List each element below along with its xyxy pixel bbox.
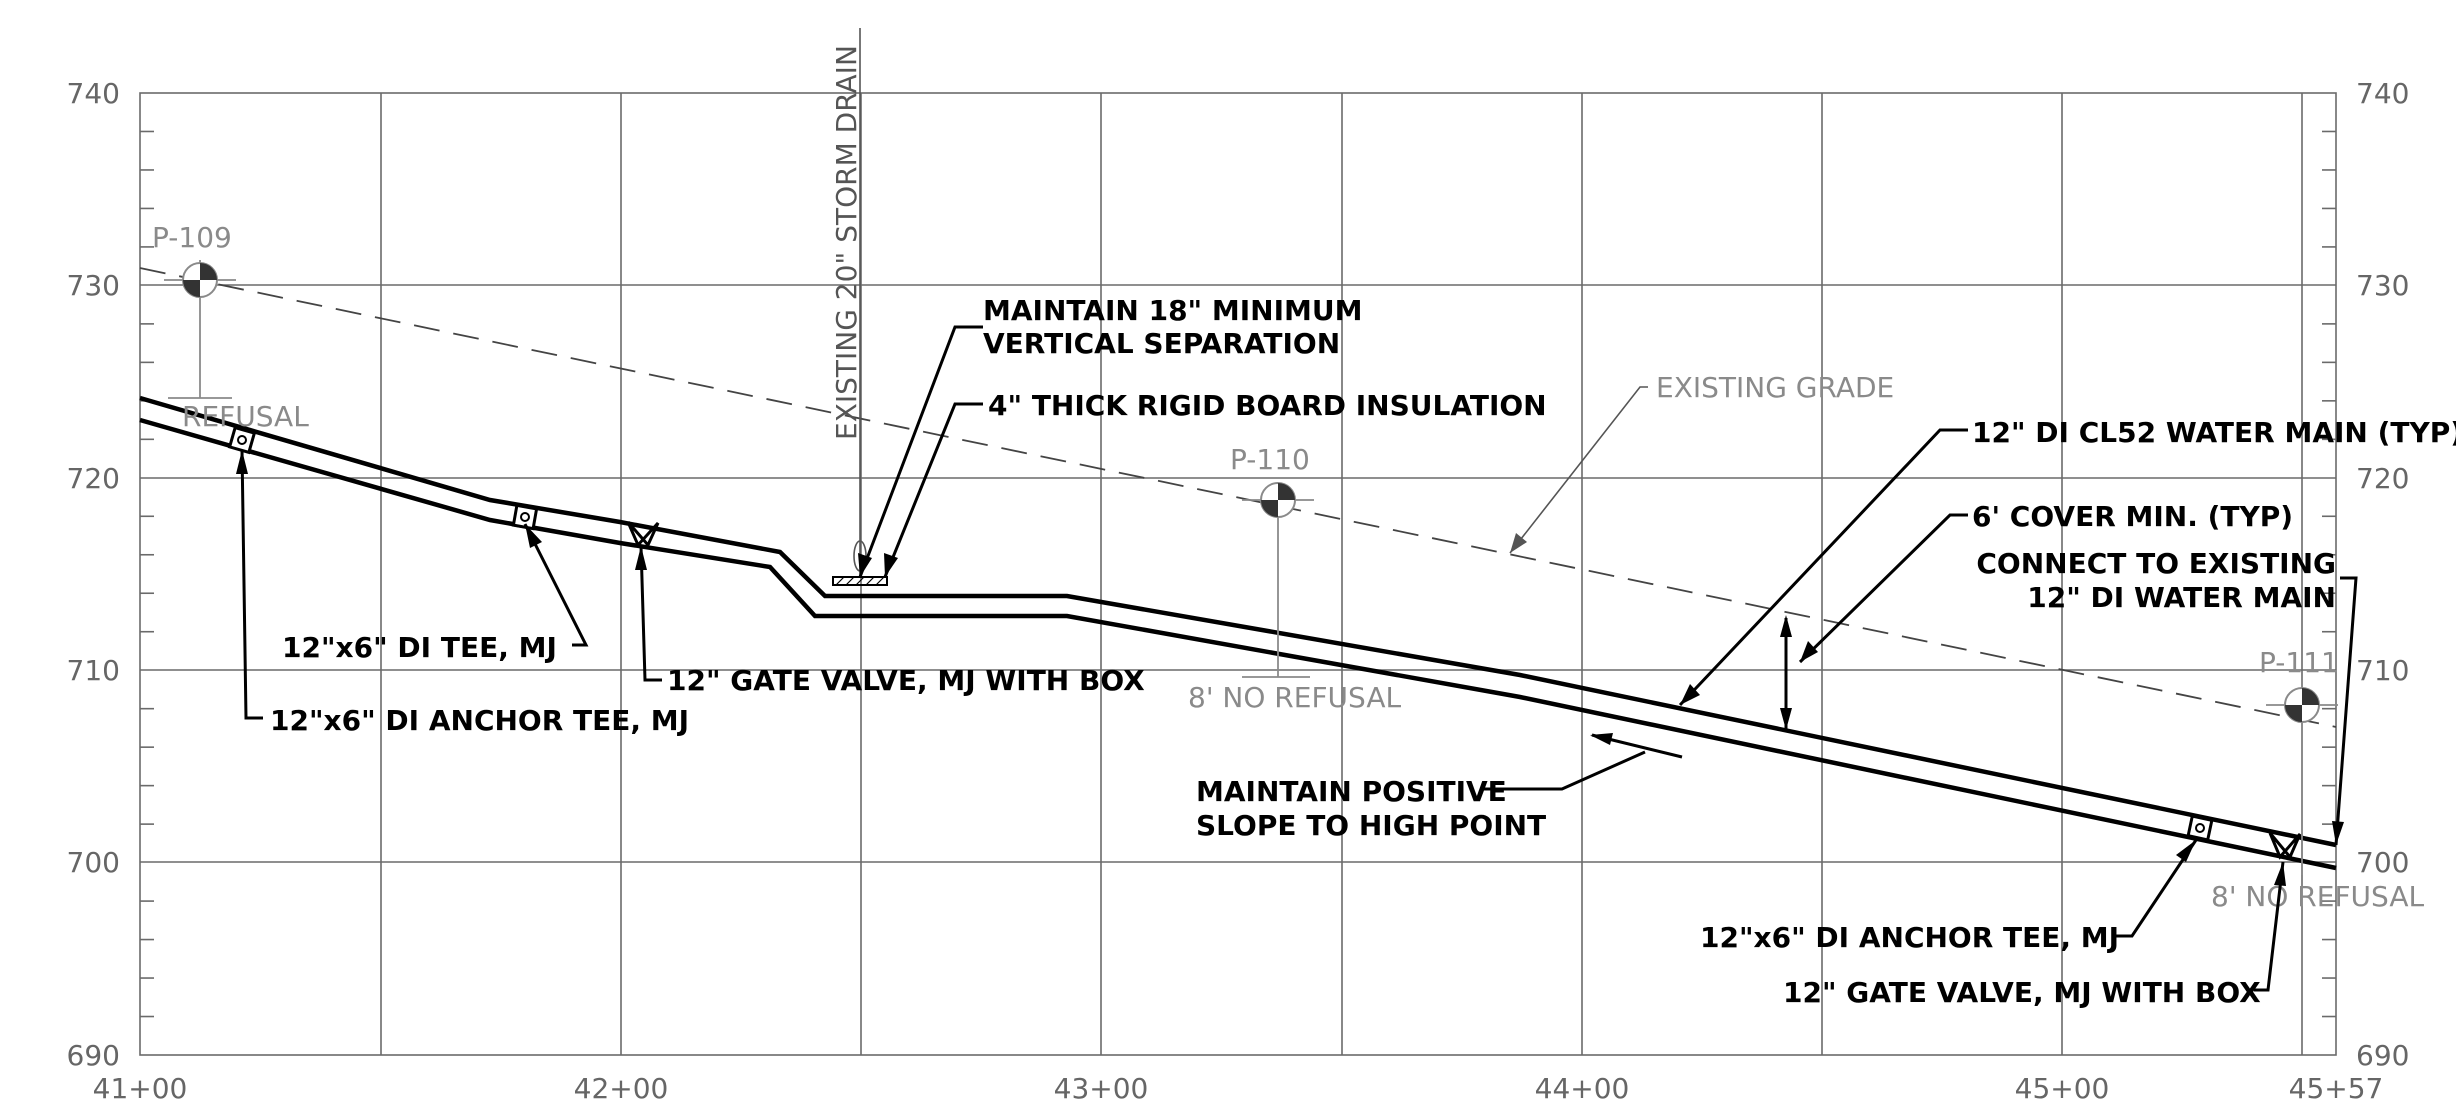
boring-p-111: P-111 8' NO REFUSAL: [2211, 646, 2424, 913]
elev-label-right-710: 710: [2356, 654, 2409, 687]
anchor-tee-2-note: 12"x6" DI ANCHOR TEE, MJ: [1700, 921, 2119, 954]
connect-leader: [2334, 576, 2358, 846]
elev-label-right-740: 740: [2356, 77, 2409, 110]
water-main-arrowhead: [1680, 684, 1700, 705]
insulation-hatch: [855, 576, 865, 586]
gate-valve-symbol-1: [626, 521, 660, 548]
anchor-tee-2-leader: [2114, 839, 2198, 938]
station-label-42-00: 42+00: [574, 1072, 669, 1105]
station-label-44-00: 44+00: [1535, 1072, 1630, 1105]
elev-label-left-690: 690: [67, 1039, 120, 1072]
insulation-hatch: [845, 576, 855, 586]
gate-valve-2-note: 12" GATE VALVE, MJ WITH BOX: [1783, 976, 2261, 1009]
elev-label-right-690: 690: [2356, 1039, 2409, 1072]
elev-label-left-740: 740: [67, 77, 120, 110]
separation-note-line2: VERTICAL SEPARATION: [983, 327, 1340, 360]
insulation-note: 4" THICK RIGID BOARD INSULATION: [988, 389, 1547, 422]
tee-fitting-2: [511, 503, 539, 531]
storm-drain-label: EXISTING 20" STORM DRAIN: [830, 45, 863, 440]
gate-valve-symbol-2: [2268, 832, 2302, 860]
station-label-41-00: 41+00: [93, 1072, 188, 1105]
insulation-hatch: [875, 576, 885, 586]
slope-note-line2: SLOPE TO HIGH POINT: [1196, 809, 1546, 842]
station-label-43-00: 43+00: [1054, 1072, 1149, 1105]
water-main-note: 12" DI CL52 WATER MAIN (TYP): [1972, 416, 2456, 449]
tee-1-leader: [523, 523, 589, 647]
gate-valve-2-arrowhead: [2274, 862, 2286, 886]
insulation-leader: [883, 402, 983, 578]
elev-label-right-700: 700: [2356, 846, 2409, 879]
cover-leader: [1798, 513, 1968, 664]
right-elevation-labels: 740 730 720 710 700 690: [2356, 77, 2409, 1072]
boring-p-111-label: P-111: [2259, 646, 2339, 679]
separation-note-line1: MAINTAIN 18" MINIMUM: [983, 294, 1362, 327]
cover-arrowhead: [1800, 641, 1818, 662]
station-labels: 41+00 42+00 43+00 44+00 45+00 45+57: [93, 1072, 2384, 1105]
slope-leader: [1480, 750, 1646, 791]
gate-valve-2-leader: [2254, 861, 2285, 992]
cover-dimension-arrow-top: [1780, 615, 1792, 637]
tee-1-arrowhead: [525, 524, 542, 548]
station-label-45-57: 45+57: [2289, 1072, 2384, 1105]
slope-direction-arrowhead: [1590, 733, 1613, 745]
connect-arrowhead: [2332, 821, 2344, 845]
anchor-tee-1-note: 12"x6" DI ANCHOR TEE, MJ: [270, 704, 689, 737]
boring-p-110: P-110 8' NO REFUSAL: [1188, 443, 1401, 714]
connect-note-line2: 12" DI WATER MAIN: [2027, 581, 2336, 614]
right-minor-ticks: [2322, 130, 2336, 1018]
existing-grade-leader: [1509, 386, 1648, 554]
anchor-tee-1-leader: [240, 449, 263, 720]
cover-dimension-arrow-bottom: [1780, 708, 1792, 730]
elev-label-left-710: 710: [67, 654, 120, 687]
tee-1-note: 12"x6" DI TEE, MJ: [282, 631, 557, 664]
profile-grid: [139, 92, 2337, 1056]
insulation-hatch: [865, 576, 875, 586]
left-minor-ticks: [140, 130, 154, 1018]
water-main-leader: [1678, 428, 1968, 707]
elev-label-right-730: 730: [2356, 269, 2409, 302]
elev-label-left-730: 730: [67, 269, 120, 302]
gate-valve-1-leader: [639, 545, 662, 682]
boring-p-109-refusal: REFUSAL: [182, 400, 309, 433]
elev-label-left-700: 700: [67, 846, 120, 879]
water-main-top-line: [139, 395, 2337, 848]
boring-p-110-label: P-110: [1230, 443, 1310, 476]
existing-grade-line: [139, 267, 2337, 728]
cover-note: 6' COVER MIN. (TYP): [1972, 500, 2293, 533]
gate-valve-1-arrowhead: [635, 546, 647, 570]
insulation-arrowhead: [884, 553, 898, 577]
tee-fitting-1: [227, 425, 257, 455]
boring-p-109: P-109 REFUSAL: [152, 221, 309, 433]
boring-p-111-refusal: 8' NO REFUSAL: [2211, 880, 2424, 913]
elev-label-right-720: 720: [2356, 462, 2409, 495]
existing-grade-label: EXISTING GRADE: [1656, 371, 1894, 404]
insulation-hatch: [835, 576, 845, 586]
gate-valve-1-note: 12" GATE VALVE, MJ WITH BOX: [667, 664, 1145, 697]
connect-note-line1: CONNECT TO EXISTING: [1976, 547, 2336, 580]
boring-p-109-label: P-109: [152, 221, 232, 254]
slope-note-line1: MAINTAIN POSITIVE: [1196, 775, 1507, 808]
station-label-45-00: 45+00: [2015, 1072, 2110, 1105]
tee-fitting-3: [2186, 814, 2214, 842]
separation-arrowhead: [858, 553, 872, 577]
existing-grade-arrowhead: [1510, 533, 1527, 553]
separation-leader: [858, 325, 983, 578]
anchor-tee-2-arrowhead: [2176, 840, 2196, 862]
left-elevation-labels: 740 730 720 710 700 690: [67, 77, 120, 1072]
anchor-tee-1-arrowhead: [236, 450, 248, 474]
grid-frame: [139, 92, 2337, 1056]
water-main-bottom-line: [139, 417, 2337, 871]
elev-label-left-720: 720: [67, 462, 120, 495]
boring-p-110-refusal: 8' NO REFUSAL: [1188, 681, 1401, 714]
